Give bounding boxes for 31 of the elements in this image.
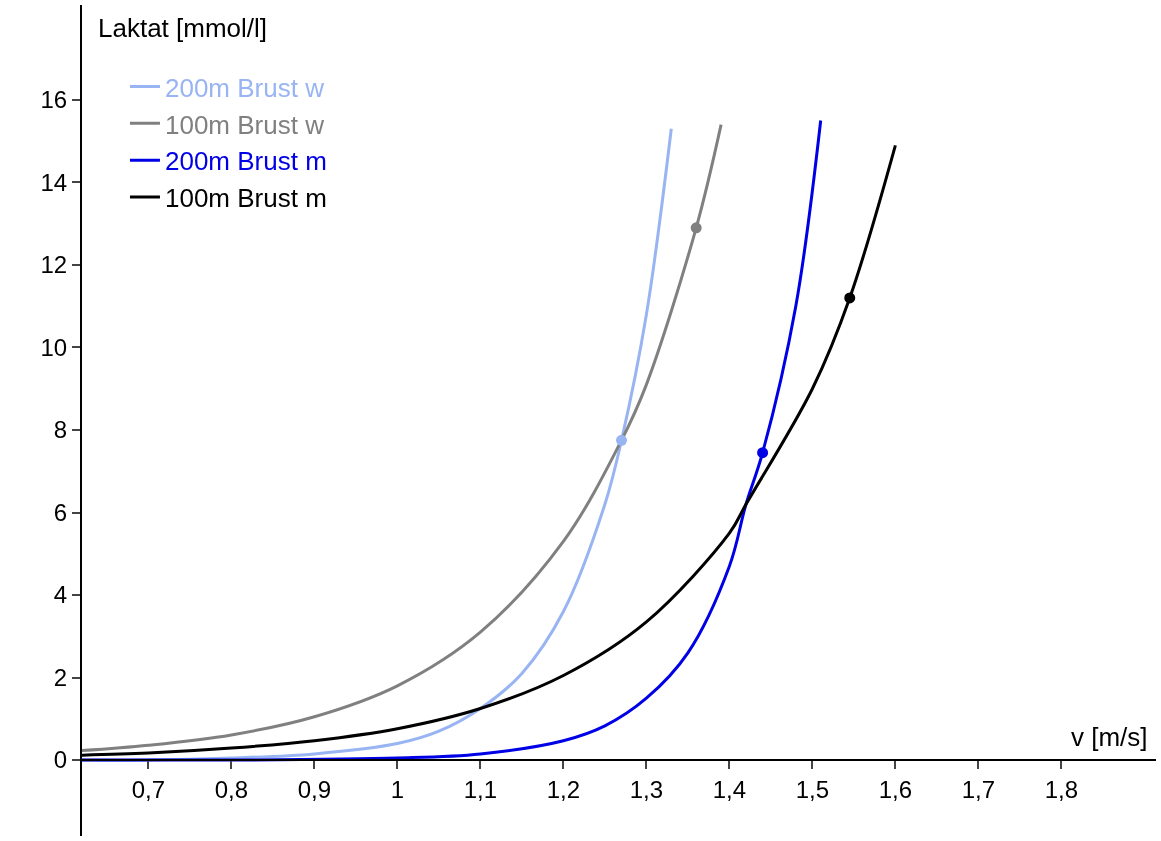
y-tick-label: 4 [53,581,68,609]
x-tick-label: 1,6 [878,775,913,803]
point [757,447,769,459]
x-tick-label: 0,9 [297,775,332,803]
legend-label: 100m Brust m [164,183,327,214]
point [690,222,702,234]
x-tick-label: 0,7 [131,775,166,803]
x-tick-label: 1,7 [961,775,996,803]
y-tick-label: 8 [53,416,68,444]
x-tick-label: 1,4 [712,775,747,803]
x-tick-label: 1,3 [629,775,664,803]
x-tick-label: 1,1 [463,775,498,803]
y-tick-label: 0 [53,746,68,774]
x-axis-title: v [m/s] [1071,722,1148,752]
legend-label: 200m Brust m [164,146,327,177]
x-tick-label: 0,8 [214,775,249,803]
y-tick-label: 2 [53,663,68,691]
y-tick-label: 10 [40,333,68,361]
legend-label: 100m Brust w [164,109,325,140]
y-tick-label: 16 [40,86,68,114]
legend-label: 200m Brust w [164,72,325,103]
y-axis-title: Laktat [mmol/l] [98,13,268,43]
x-tick-label: 1,8 [1044,775,1079,803]
y-tick-label: 12 [40,251,68,279]
x-tick-label: 1 [390,775,405,803]
point [844,292,856,304]
point [615,434,627,446]
x-tick-label: 1,5 [795,775,830,803]
y-tick-label: 6 [53,498,68,526]
x-tick-label: 1,2 [546,775,581,803]
y-tick-label: 14 [40,168,68,196]
